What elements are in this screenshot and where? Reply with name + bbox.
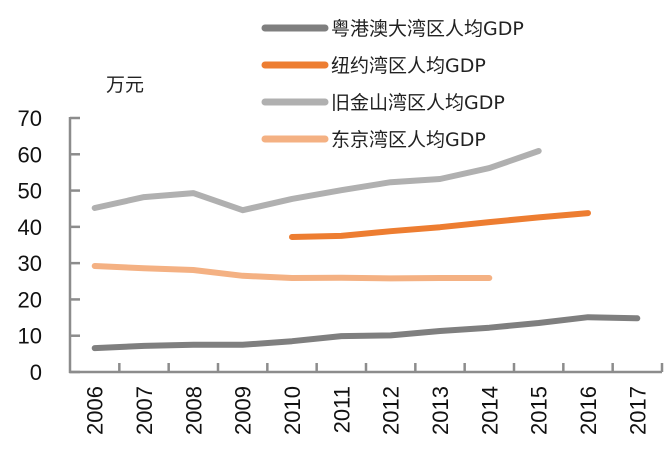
series-line-3 xyxy=(91,263,493,282)
x-tick-label: 2006 xyxy=(83,386,108,435)
legend: 粤港澳大湾区人均GDP 纽约湾区人均GDP 旧金山湾区人均GDP 东京湾区人均GDP xyxy=(261,18,524,151)
series-lines xyxy=(91,148,641,352)
x-tick-label: 2013 xyxy=(428,386,453,435)
series-line-0 xyxy=(91,314,641,352)
legend-item: 粤港澳大湾区人均GDP xyxy=(261,18,524,40)
legend-label: 纽约湾区人均GDP xyxy=(331,55,486,77)
y-tick-label: 70 xyxy=(18,106,42,131)
x-tick-label: 2014 xyxy=(477,386,502,435)
x-tick-label: 2010 xyxy=(280,386,305,435)
y-tick-label: 30 xyxy=(18,251,42,276)
y-tick-label: 60 xyxy=(18,142,42,167)
legend-item: 东京湾区人均GDP xyxy=(261,129,486,151)
x-tick-label: 2008 xyxy=(181,386,206,435)
y-axis-unit-label: 万元 xyxy=(106,74,144,96)
legend-label: 旧金山湾区人均GDP xyxy=(331,92,505,114)
x-tick-label: 2011 xyxy=(329,386,354,433)
x-tick-label: 2015 xyxy=(527,386,552,435)
series-line-2 xyxy=(91,148,542,214)
x-tick-label: 2016 xyxy=(576,386,601,435)
x-tick-label: 2009 xyxy=(231,386,256,435)
y-tick-label: 40 xyxy=(18,215,42,240)
y-tick-label: 20 xyxy=(18,287,42,312)
y-tick-label: 0 xyxy=(30,360,42,385)
series-line-1 xyxy=(289,210,591,240)
legend-label: 粤港澳大湾区人均GDP xyxy=(331,18,524,40)
y-tick-label: 50 xyxy=(18,179,42,204)
x-tick-label: 2012 xyxy=(379,386,404,435)
x-tick-label: 2017 xyxy=(625,386,650,435)
x-axis-ticks: 2006 2007 2008 2009 2010 2011 2012 2013 2014 2015… xyxy=(83,363,664,435)
legend-item: 旧金山湾区人均GDP xyxy=(261,92,505,114)
x-tick-label: 2007 xyxy=(132,386,157,435)
legend-label: 东京湾区人均GDP xyxy=(331,129,486,151)
y-tick-label: 10 xyxy=(18,324,42,349)
y-axis-ticks: 0 10 20 30 40 50 60 70 xyxy=(18,106,80,385)
legend-item: 纽约湾区人均GDP xyxy=(261,55,486,77)
